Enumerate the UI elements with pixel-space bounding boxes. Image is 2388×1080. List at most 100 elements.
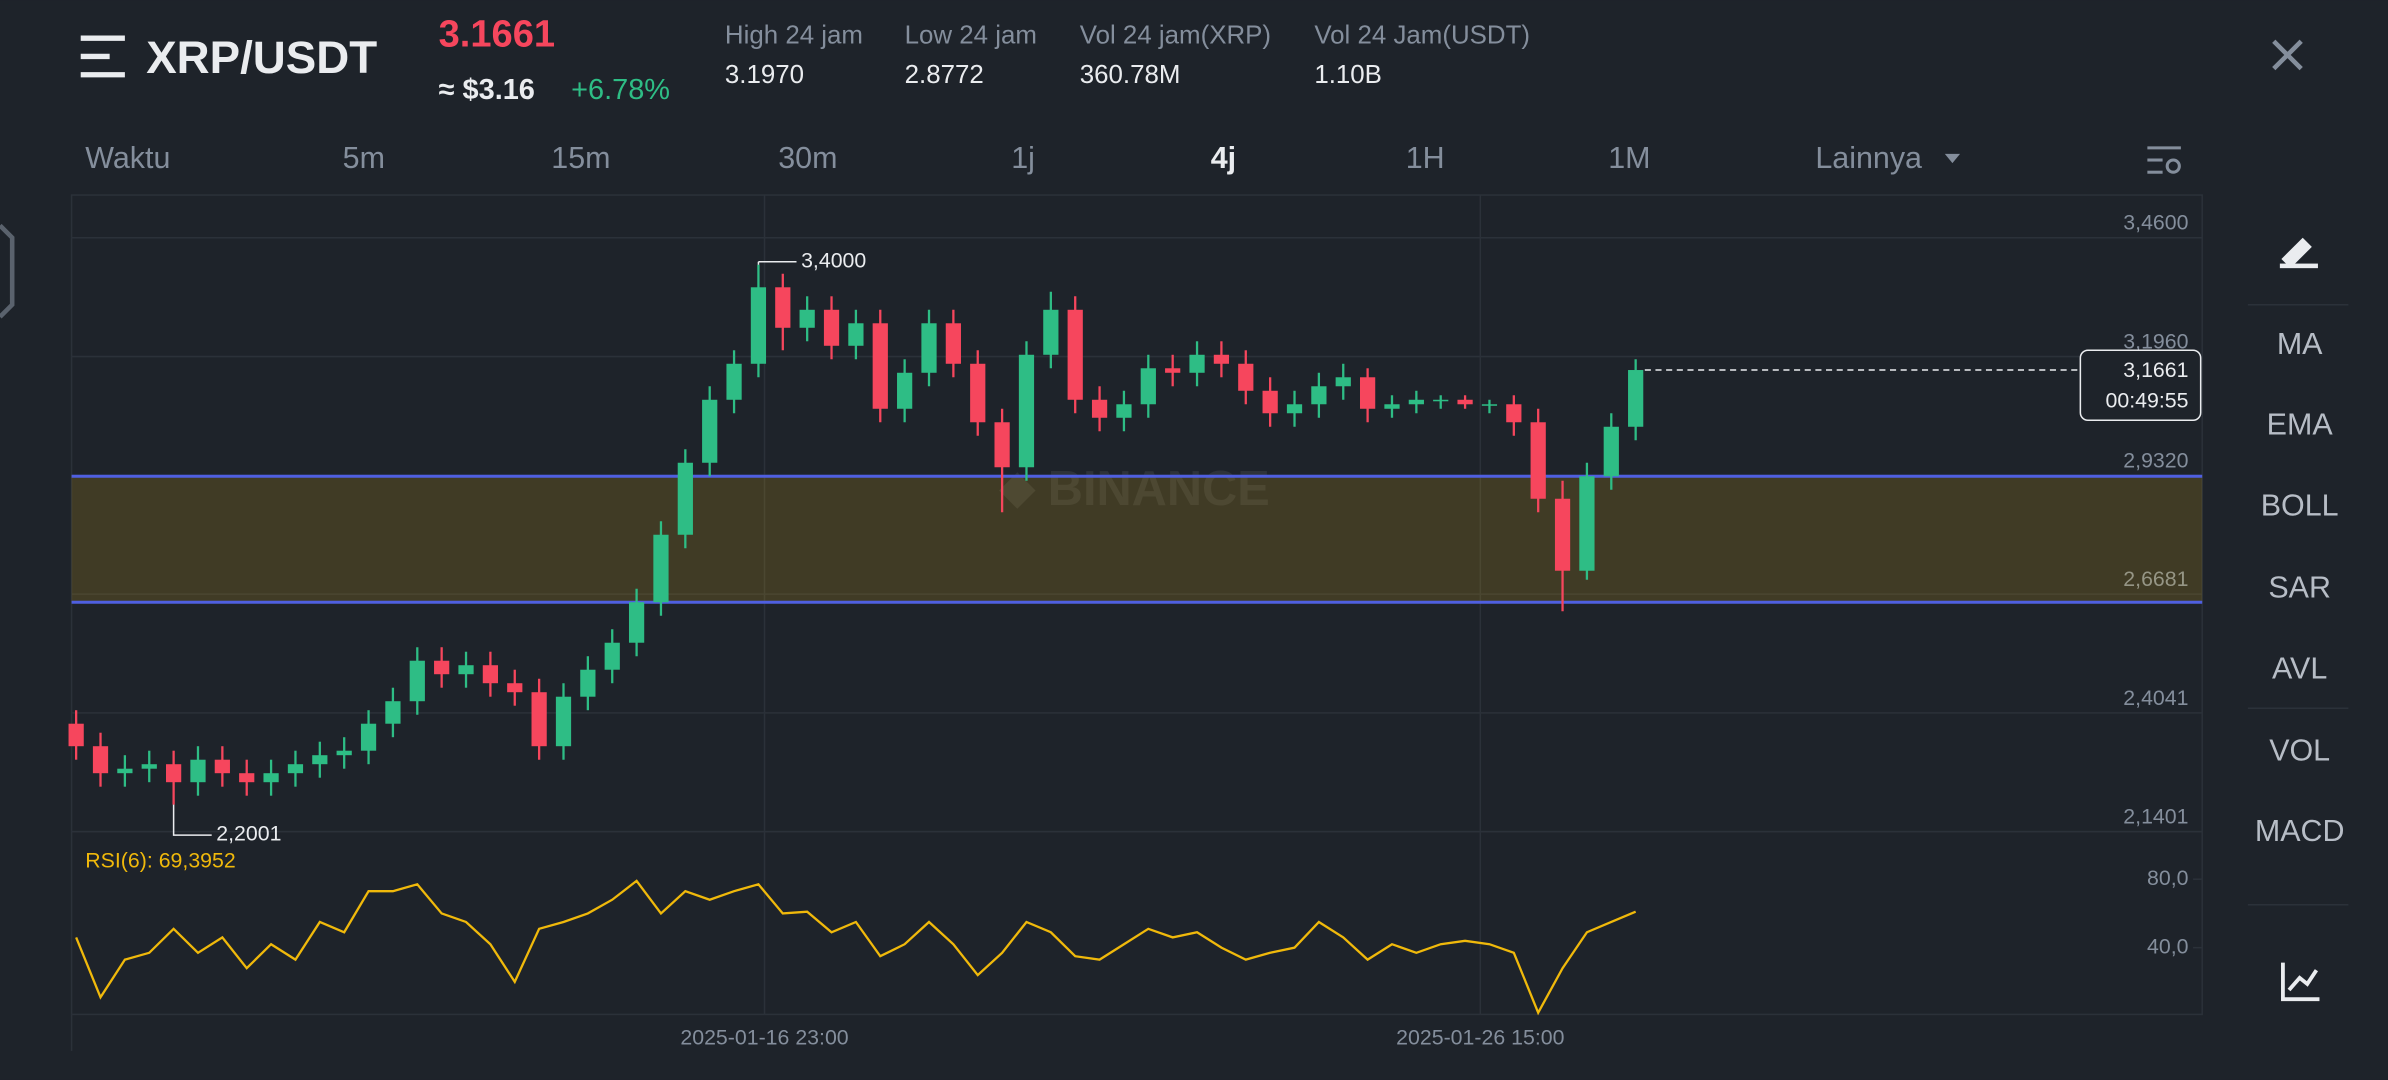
- candle-body: [312, 755, 328, 765]
- low-label: 2,2001: [216, 822, 281, 846]
- candle-body: [1116, 404, 1132, 418]
- stat-value: 1.10B: [1314, 61, 1382, 89]
- candle-body: [945, 323, 961, 364]
- timeframe-tab[interactable]: 1j: [1011, 141, 1035, 175]
- timeframe-tab[interactable]: 30m: [778, 141, 837, 175]
- indicator-button[interactable]: BOLL: [2261, 488, 2339, 522]
- candle-body: [263, 773, 279, 783]
- candle-body: [458, 665, 474, 675]
- edge-handle: [0, 223, 15, 319]
- candle-body: [1384, 404, 1400, 409]
- candle-body: [1043, 309, 1059, 355]
- timeframe-tab[interactable]: 1H: [1406, 141, 1445, 175]
- candle-body: [848, 323, 864, 346]
- x-tick-label: 2025-01-16 23:00: [680, 1025, 848, 1049]
- candle-body: [1360, 377, 1376, 409]
- rsi-line: [75, 879, 1637, 1016]
- candle-body: [1628, 370, 1644, 427]
- menu-icon[interactable]: [80, 35, 125, 78]
- candle-body: [823, 309, 840, 346]
- y-tick-label: 3,4600: [2123, 211, 2188, 235]
- timeframe-tab[interactable]: Lainnya: [1815, 141, 1922, 175]
- high-label: 3,4000: [801, 248, 866, 272]
- candle-body: [1311, 386, 1327, 405]
- chart-frame: [70, 194, 2203, 1016]
- stat-value: 3.1970: [725, 61, 804, 89]
- candle-body: [1262, 390, 1278, 414]
- y-tick-label: 2,6681: [2123, 567, 2188, 591]
- timeframe-tab[interactable]: Waktu: [85, 141, 170, 175]
- stat-label: High 24 jam: [725, 22, 863, 50]
- rsi-title: RSI(6): 69,3952: [85, 849, 235, 873]
- candle-body: [604, 642, 620, 670]
- candle-body: [1213, 354, 1230, 364]
- last-price: 3.1661: [439, 14, 555, 56]
- indicator-button[interactable]: VOL: [2269, 733, 2330, 767]
- settings-icon[interactable]: [2147, 146, 2181, 174]
- indicator-button[interactable]: MA: [2277, 327, 2323, 361]
- timeframe-tab[interactable]: 15m: [551, 141, 610, 175]
- candle-body: [385, 701, 401, 724]
- chart-icon[interactable]: [2281, 962, 2320, 1002]
- candle-body: [1603, 426, 1619, 477]
- candle-body: [336, 750, 352, 756]
- candle-body: [1018, 354, 1035, 468]
- timeframe-tab[interactable]: 4j: [1211, 141, 1236, 175]
- close-button[interactable]: [2272, 39, 2303, 71]
- candle-body: [872, 323, 888, 409]
- candle-body: [1165, 368, 1181, 373]
- candle-body: [1506, 404, 1522, 423]
- stat-value: 2.8772: [905, 61, 984, 89]
- candle-body: [580, 669, 596, 697]
- indicator-button[interactable]: AVL: [2272, 651, 2327, 685]
- y-tick-label: 2,9320: [2123, 448, 2188, 472]
- candle-body: [1091, 399, 1108, 418]
- stat-label: Vol 24 jam(XRP): [1080, 22, 1271, 50]
- candle-body: [68, 723, 84, 747]
- indicator-button[interactable]: MACD: [2255, 814, 2345, 848]
- price-tag-value: 3,1661: [2123, 358, 2188, 382]
- timeframe-tab[interactable]: 5m: [343, 141, 385, 175]
- candle-body: [775, 287, 791, 328]
- rsi-tick-label: 80,0: [2147, 866, 2189, 890]
- draw-icon[interactable]: [2279, 237, 2318, 269]
- candle-body: [1433, 399, 1449, 402]
- symbol: XRP/USDT: [146, 32, 377, 83]
- timeframe-tab[interactable]: 1M: [1608, 141, 1650, 175]
- price-change: +6.78%: [571, 74, 670, 106]
- indicator-button[interactable]: EMA: [2267, 408, 2334, 442]
- candle-body: [287, 764, 304, 774]
- candle-body: [434, 660, 450, 675]
- candle-body: [409, 660, 425, 702]
- candle-body: [166, 764, 182, 783]
- candle-body: [531, 692, 547, 747]
- low-marker: [172, 804, 212, 836]
- y-tick-label: 2,4041: [2123, 686, 2188, 710]
- candle-body: [214, 759, 230, 774]
- candle-body: [1140, 368, 1156, 405]
- candle-body: [239, 773, 255, 783]
- candle-body: [1286, 404, 1303, 414]
- candle-body: [141, 764, 157, 769]
- support-zone: [71, 476, 2203, 603]
- candle-body: [653, 534, 669, 603]
- candle-body: [970, 363, 986, 423]
- candle-body: [1457, 399, 1473, 405]
- stat-label: Low 24 jam: [905, 22, 1037, 50]
- watermark-logo: [999, 472, 1036, 509]
- y-tick-label: 2,1401: [2123, 805, 2188, 829]
- candle-body: [117, 768, 133, 774]
- candle-body: [507, 683, 523, 693]
- price-usd: ≈ $3.16: [439, 74, 535, 106]
- x-tick-label: 2025-01-26 15:00: [1396, 1025, 1564, 1049]
- candle-body: [994, 422, 1010, 468]
- candle-body: [921, 323, 937, 373]
- indicator-button[interactable]: SAR: [2268, 571, 2331, 605]
- candle-body: [1408, 399, 1424, 405]
- candle-body: [897, 372, 913, 409]
- candle-body: [1579, 476, 1595, 571]
- candle-body: [555, 696, 572, 747]
